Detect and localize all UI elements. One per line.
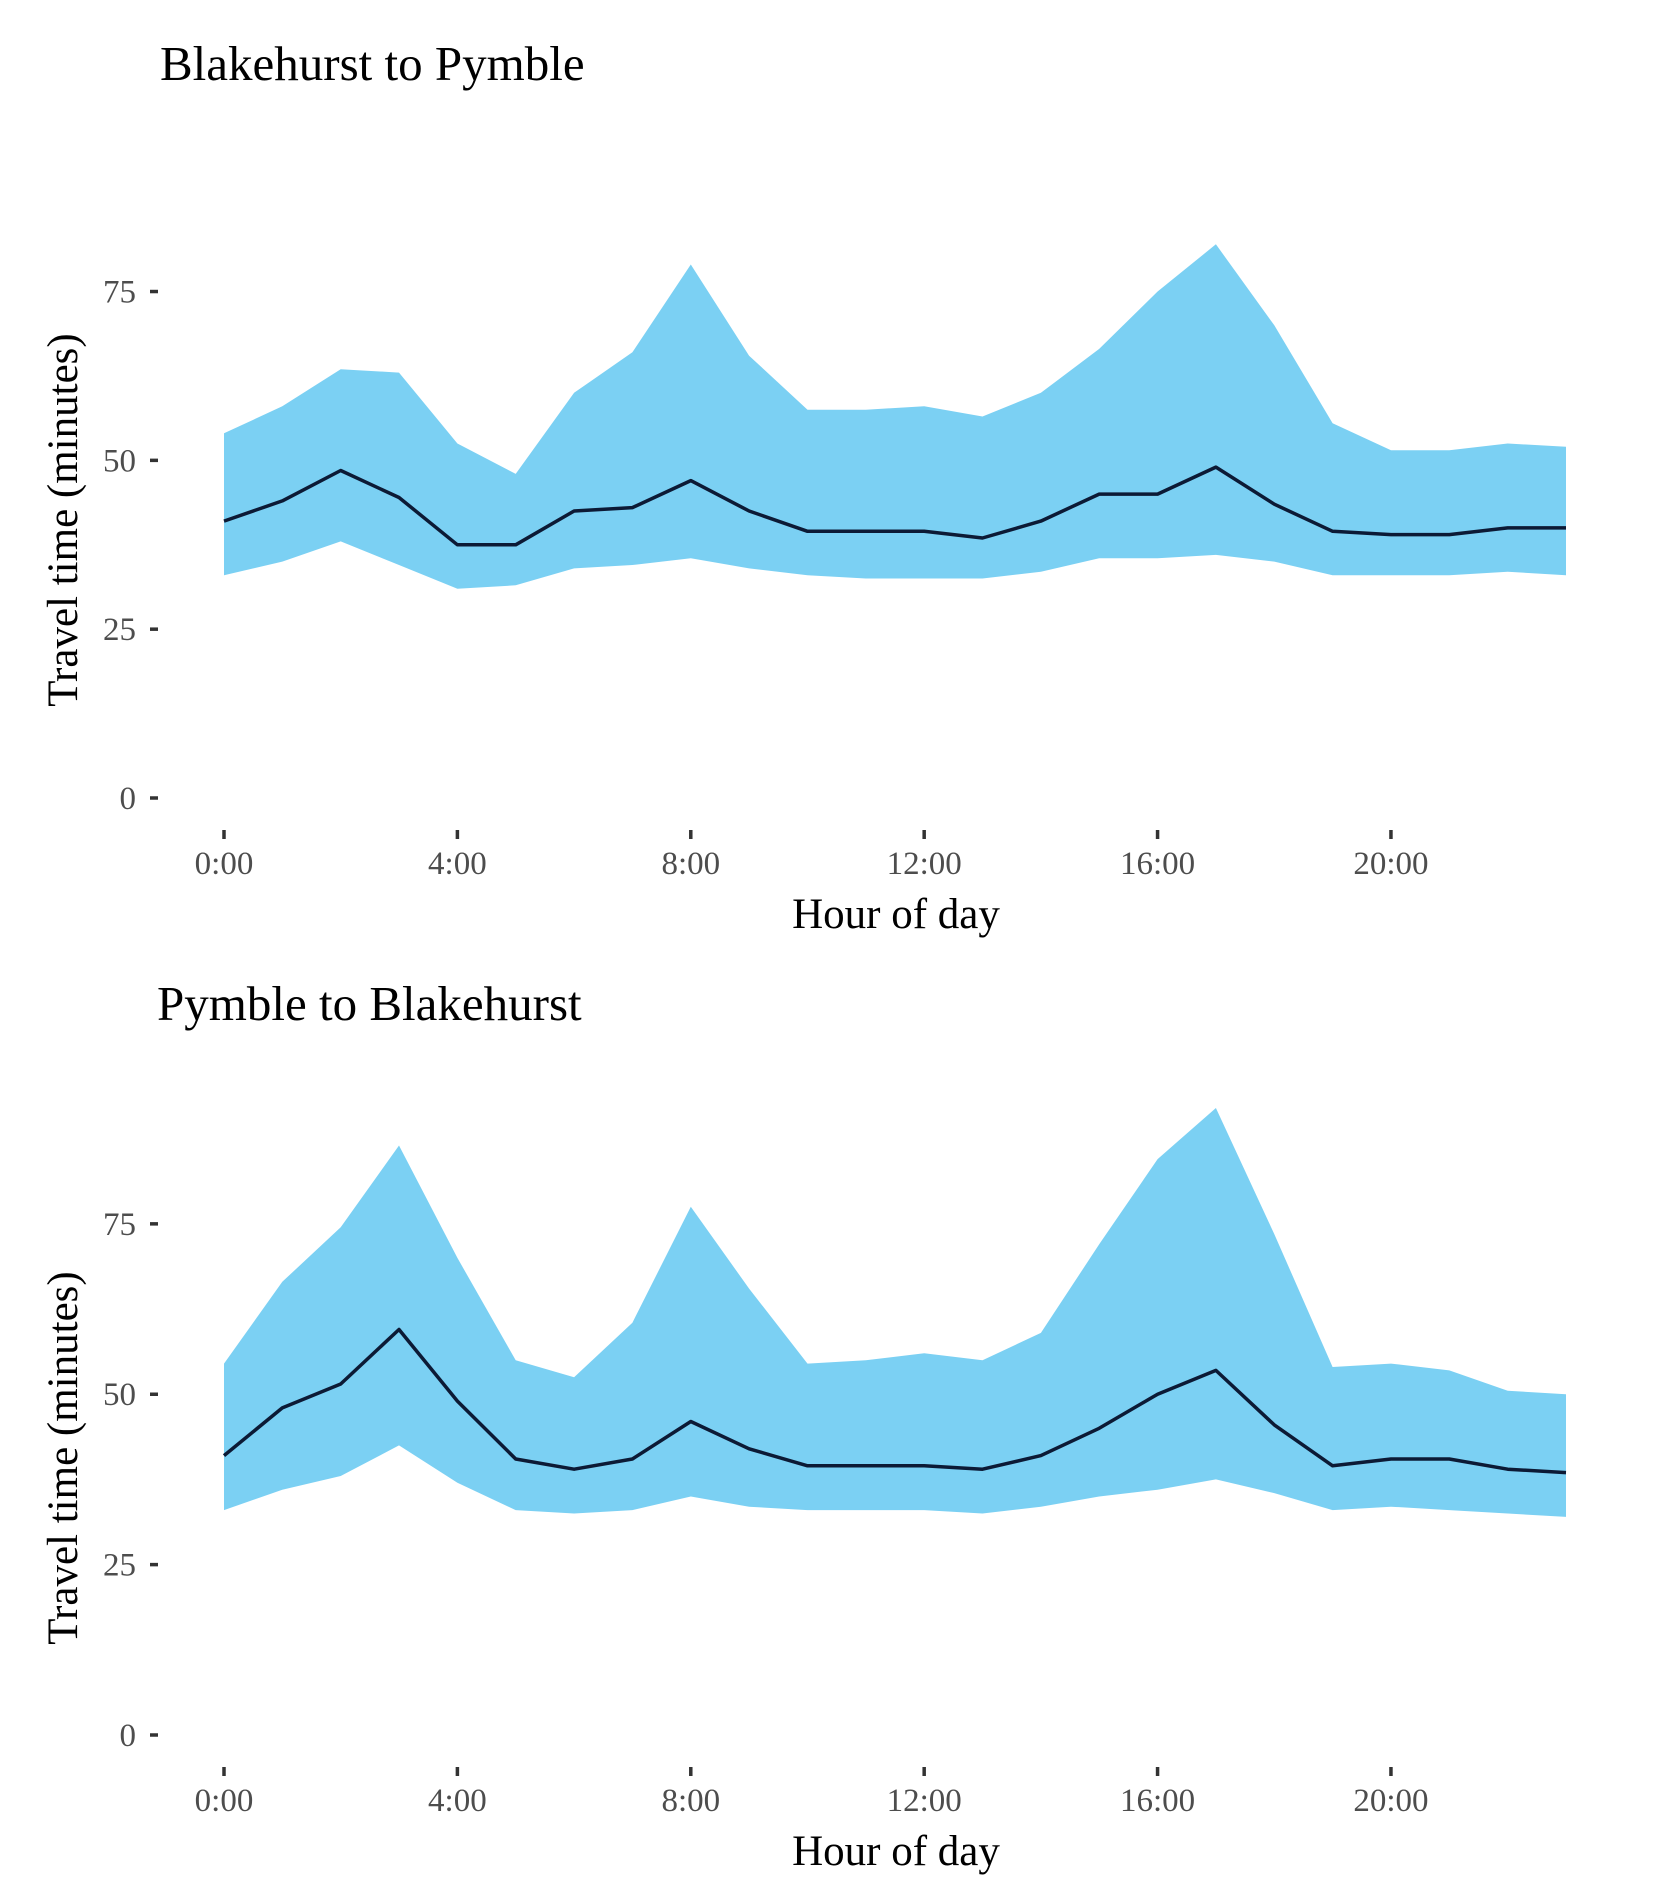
travel-time-band [224,244,1566,589]
y-tick-label: 0 [120,1718,137,1754]
x-tick-label: 20:00 [1353,1783,1428,1819]
median-line [223,465,1566,547]
y-tick-label: 75 [103,275,136,311]
x-axis: 0:00 4:00 8:00 12:00 16:00 20:00 [195,830,1429,882]
band-layer [224,1108,1566,1517]
band-layer [224,244,1566,589]
x-axis-title: Hour of day [792,891,1000,938]
x-tick-label: 0:00 [195,1783,254,1819]
x-tick-label: 16:00 [1120,1783,1195,1819]
y-axis: 0 25 50 75 [103,275,158,817]
x-axis: 0:00 4:00 8:00 12:00 16:00 20:00 [195,1767,1429,1819]
x-tick-label: 0:00 [195,846,254,882]
x-tick-label: 8:00 [661,1783,720,1819]
y-axis: 0 25 50 75 [103,1207,158,1754]
y-tick-label: 0 [120,781,137,817]
x-tick-label: 4:00 [428,1783,487,1819]
line-layer [222,1327,1567,1475]
x-tick-label: 12:00 [887,1783,962,1819]
chart-panel-blakehurst-to-pymble: Blakehurst to Pymble Travel time (minute… [40,36,1566,938]
y-tick-label: 25 [103,612,136,648]
x-tick-label: 4:00 [428,846,487,882]
y-tick-label: 25 [103,1548,136,1584]
y-tick-label: 50 [103,443,136,479]
chart-title: Pymble to Blakehurst [157,976,582,1031]
y-axis-title: Travel time (minutes) [40,1271,87,1644]
x-axis-title: Hour of day [792,1828,1000,1875]
x-tick-label: 8:00 [661,846,720,882]
x-tick-label: 16:00 [1120,846,1195,882]
y-tick-label: 50 [103,1377,136,1413]
y-axis-title: Travel time (minutes) [40,333,87,706]
y-tick-label: 75 [103,1207,136,1243]
median-line [222,1327,1567,1475]
chart-panel-pymble-to-blakehurst: Pymble to Blakehurst Travel time (minute… [40,976,1567,1875]
x-tick-label: 20:00 [1353,846,1428,882]
chart-title: Blakehurst to Pymble [160,36,585,91]
x-tick-label: 12:00 [887,846,962,882]
line-layer [223,465,1566,547]
travel-time-band [224,1108,1566,1517]
